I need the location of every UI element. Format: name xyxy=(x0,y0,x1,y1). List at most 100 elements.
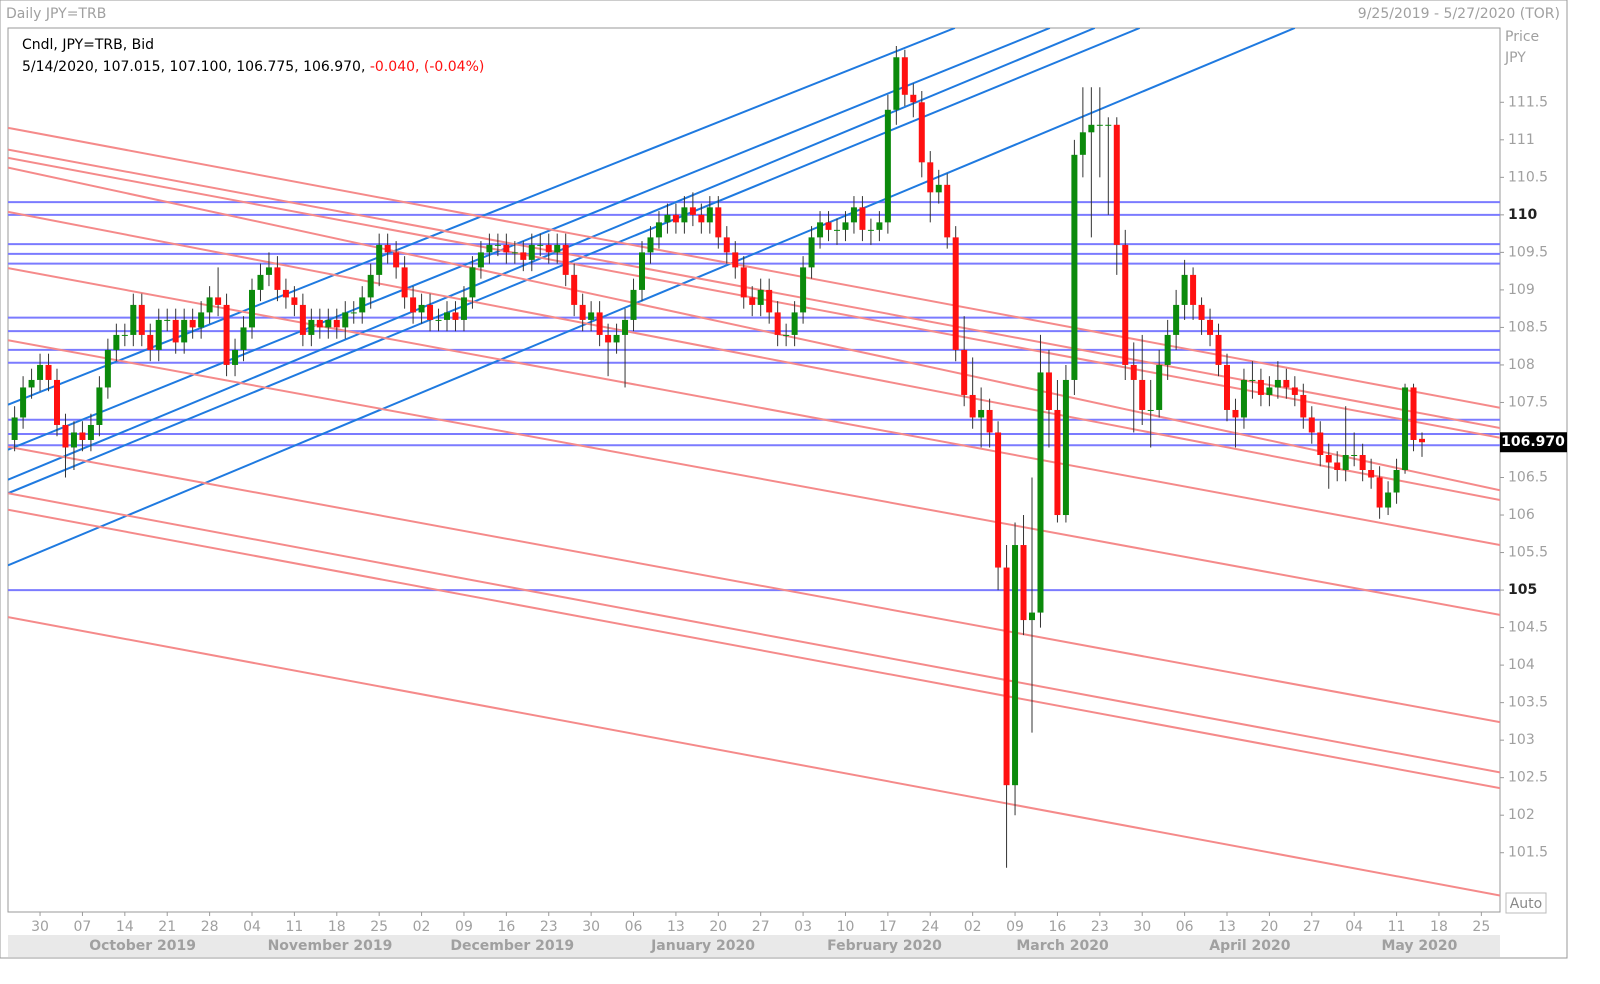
trend-line xyxy=(8,267,1500,547)
candle-body xyxy=(1173,304,1180,335)
candle-body xyxy=(681,207,688,223)
candle-body xyxy=(130,304,137,335)
axis-unit: JPY xyxy=(1504,50,1526,66)
candle-body xyxy=(494,244,501,246)
candle-body xyxy=(249,289,256,328)
y-tick-label: 108.5 xyxy=(1508,319,1548,335)
candle-body xyxy=(62,424,69,448)
candle-body xyxy=(1351,454,1358,456)
candle-body xyxy=(427,304,434,320)
candle-body xyxy=(325,319,332,328)
candle-body xyxy=(554,244,561,253)
candle-body xyxy=(333,319,340,328)
trend-line xyxy=(8,28,1141,495)
candle-body xyxy=(37,364,44,380)
candle-body xyxy=(1376,477,1383,508)
candle-body xyxy=(1317,432,1324,455)
x-tick-label: 30 xyxy=(1133,919,1151,935)
trend-line xyxy=(8,28,1296,567)
candle-body xyxy=(800,267,807,313)
candle-body xyxy=(291,297,298,305)
candle-body xyxy=(757,289,764,305)
candle-body xyxy=(1308,417,1315,433)
candle-body xyxy=(164,319,171,321)
candle-body xyxy=(367,274,374,298)
candle-body xyxy=(350,312,357,314)
drawings xyxy=(8,28,1500,897)
auto-button-label[interactable]: Auto xyxy=(1510,896,1543,912)
candle-body xyxy=(596,312,603,335)
month-label: February 2020 xyxy=(827,938,942,954)
candle-body xyxy=(562,244,569,275)
y-tick-label: 109 xyxy=(1508,282,1535,298)
candle-body xyxy=(1139,379,1146,410)
y-tick-label: 110.5 xyxy=(1508,169,1548,185)
y-tick-label: 111 xyxy=(1508,132,1535,148)
candle-body xyxy=(1291,387,1298,395)
candle-body xyxy=(545,244,552,253)
info-line1: Cndl, JPY=TRB, Bid xyxy=(22,37,154,53)
candle-body xyxy=(401,267,408,298)
x-tick-label: 11 xyxy=(285,919,303,935)
last-price-label: 106.970 xyxy=(1501,434,1565,450)
candle-body xyxy=(410,297,417,313)
y-tick-label: 106 xyxy=(1508,507,1535,523)
candle-body xyxy=(520,252,527,260)
candle-body xyxy=(240,327,247,350)
candle-body xyxy=(1113,124,1120,245)
candle-body xyxy=(265,267,272,275)
candle-body xyxy=(1232,409,1239,418)
candle-body xyxy=(723,237,730,253)
x-tick-label: 23 xyxy=(1091,919,1109,935)
candle-body xyxy=(1156,364,1163,410)
candle-body xyxy=(1190,274,1197,305)
candle-body xyxy=(435,319,442,321)
candle-body xyxy=(206,297,213,313)
last-price-box xyxy=(1500,432,1567,453)
candle-body xyxy=(316,319,323,328)
candle-body xyxy=(1266,387,1273,395)
candle-body xyxy=(503,244,510,253)
candle-body xyxy=(181,319,188,343)
candle-body xyxy=(376,244,383,275)
candle-body xyxy=(79,432,86,440)
candle-body xyxy=(1300,394,1307,418)
x-tick-label: 14 xyxy=(116,919,134,935)
candle-body xyxy=(444,312,451,320)
header-title: Daily JPY=TRB xyxy=(6,6,106,22)
candle-body xyxy=(1207,319,1214,335)
x-tick-label: 03 xyxy=(794,919,812,935)
candle-body xyxy=(672,214,679,223)
month-band xyxy=(8,935,1500,957)
candle-body xyxy=(104,349,111,388)
candle-body xyxy=(393,252,400,268)
trend-line xyxy=(8,508,1500,790)
x-tick-label: 27 xyxy=(752,919,770,935)
candle-body xyxy=(138,304,145,335)
candle-body xyxy=(1368,470,1375,478)
candle-body xyxy=(147,334,154,350)
auto-button[interactable] xyxy=(1505,892,1547,914)
x-tick-label: 10 xyxy=(837,919,855,935)
candle-body xyxy=(274,267,281,290)
x-tick-label: 30 xyxy=(582,919,600,935)
x-tick-label: 07 xyxy=(74,919,92,935)
candle-body xyxy=(876,222,883,230)
month-label: December 2019 xyxy=(450,938,574,954)
candle-body xyxy=(774,312,781,335)
trend-line xyxy=(8,166,1500,492)
x-tick-label: 28 xyxy=(201,919,219,935)
candle-body xyxy=(1393,470,1400,493)
candle-body xyxy=(1020,545,1027,621)
trend-line xyxy=(8,148,1500,429)
y-tick-label: 107.5 xyxy=(1508,394,1548,410)
candle-body xyxy=(715,207,722,238)
candle-body xyxy=(155,319,162,350)
candle-body xyxy=(1385,492,1392,508)
trend-line xyxy=(8,210,1500,501)
candle-body xyxy=(1079,132,1086,155)
candle-body xyxy=(630,289,637,320)
y-tick-label: 109.5 xyxy=(1508,244,1548,260)
x-tick-label: 13 xyxy=(1218,919,1236,935)
x-tick-label: 21 xyxy=(158,919,176,935)
